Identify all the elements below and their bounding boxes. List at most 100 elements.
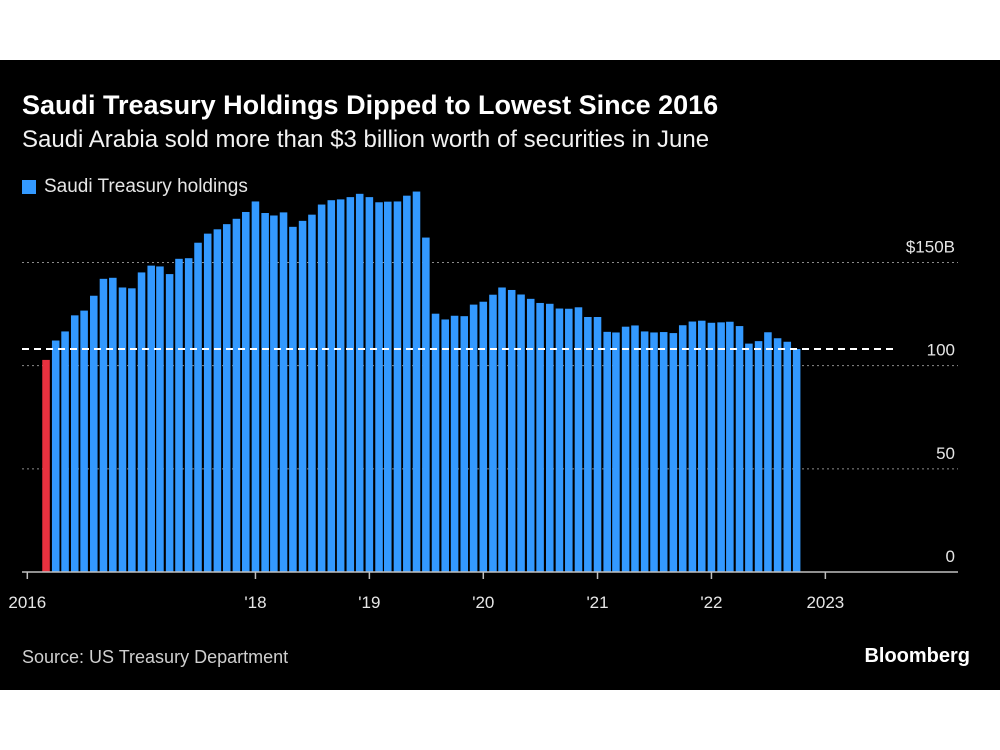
legend-label: Saudi Treasury holdings <box>44 176 248 197</box>
bar <box>555 308 564 572</box>
bar-chart: 0 50 100 $150B 2016 '18 '19 '20 '21 '22 2023 <box>8 191 958 612</box>
bar <box>51 340 60 572</box>
bar <box>70 315 79 572</box>
bloomberg-logo: Bloomberg <box>864 645 970 667</box>
bar <box>517 294 525 572</box>
bar <box>479 301 488 572</box>
bar <box>735 326 744 572</box>
bar <box>203 233 212 573</box>
bar <box>783 341 792 572</box>
bar <box>431 313 440 572</box>
x-tick-label: 2023 <box>806 593 844 612</box>
legend-swatch <box>22 180 36 194</box>
bar <box>242 211 250 572</box>
bar <box>621 326 630 572</box>
highlight-bar <box>42 359 50 572</box>
bar <box>498 287 506 572</box>
bar <box>469 304 478 572</box>
bar <box>308 214 316 572</box>
bars <box>42 191 801 573</box>
bar <box>298 220 307 572</box>
bar <box>279 212 288 572</box>
bar <box>669 333 678 572</box>
bar <box>61 331 69 572</box>
bar <box>717 322 725 572</box>
bar <box>764 332 772 572</box>
bar <box>355 193 364 572</box>
bar <box>697 320 706 572</box>
bar <box>792 348 801 572</box>
bar <box>289 226 297 572</box>
bar <box>631 325 639 572</box>
bar <box>640 331 649 572</box>
bar <box>232 218 241 573</box>
bar <box>194 242 202 572</box>
bar <box>450 315 459 572</box>
bar <box>403 195 411 572</box>
bar <box>584 316 592 572</box>
bar <box>659 332 668 572</box>
bar <box>593 316 602 572</box>
bar <box>422 237 430 572</box>
x-tick-label: '21 <box>586 593 608 612</box>
bar <box>251 201 260 572</box>
bar <box>393 201 402 572</box>
y-axis-ticks: 0 50 100 $150B <box>906 238 955 566</box>
bar <box>165 274 174 572</box>
bar <box>375 202 383 572</box>
bar <box>507 289 516 572</box>
x-tick-label: 2016 <box>8 593 46 612</box>
bar <box>688 321 697 572</box>
bar <box>707 322 716 572</box>
bar <box>726 321 734 572</box>
bar <box>336 199 345 572</box>
bar <box>384 201 392 573</box>
bar <box>270 215 278 572</box>
bar <box>754 341 763 572</box>
bar <box>317 204 326 572</box>
x-tick-label: '20 <box>472 593 494 612</box>
y-tick-label: $150B <box>906 238 955 257</box>
y-tick-label: 50 <box>936 444 955 463</box>
y-tick-label: 0 <box>946 547 955 566</box>
bar <box>184 258 193 572</box>
bar <box>365 197 374 572</box>
bar <box>612 332 620 572</box>
chart-subtitle: Saudi Arabia sold more than $3 billion w… <box>22 126 710 153</box>
bar <box>650 332 658 572</box>
bar <box>526 298 535 572</box>
y-tick-label: 100 <box>927 341 955 360</box>
bar <box>90 295 98 572</box>
bar <box>128 288 136 572</box>
bar <box>574 307 583 572</box>
bar <box>147 265 155 572</box>
bar <box>603 331 611 572</box>
bar <box>346 197 355 572</box>
bar <box>80 310 88 572</box>
bar <box>213 229 222 572</box>
x-tick-label: '18 <box>244 593 266 612</box>
chart-card: Saudi Treasury Holdings Dipped to Lowest… <box>0 60 1000 690</box>
bar <box>327 200 336 573</box>
x-tick-label: '19 <box>358 593 380 612</box>
bar <box>109 277 117 572</box>
bar <box>678 325 687 572</box>
x-tick-label: '22 <box>700 593 722 612</box>
legend: Saudi Treasury holdings <box>22 176 248 198</box>
bar <box>261 213 269 572</box>
bar <box>773 338 782 572</box>
bar <box>412 191 421 572</box>
source-note: Source: US Treasury Department <box>22 647 289 667</box>
chart-title: Saudi Treasury Holdings Dipped to Lowest… <box>22 90 719 120</box>
bar <box>156 266 164 572</box>
bar <box>99 278 108 572</box>
bar <box>175 258 183 572</box>
bar <box>536 302 544 572</box>
bar <box>745 343 753 572</box>
bar <box>222 224 231 572</box>
bar <box>118 287 127 572</box>
bar <box>489 294 497 572</box>
bar <box>460 316 469 572</box>
x-axis: 2016 '18 '19 '20 '21 '22 2023 <box>8 571 958 612</box>
bar <box>545 303 554 572</box>
